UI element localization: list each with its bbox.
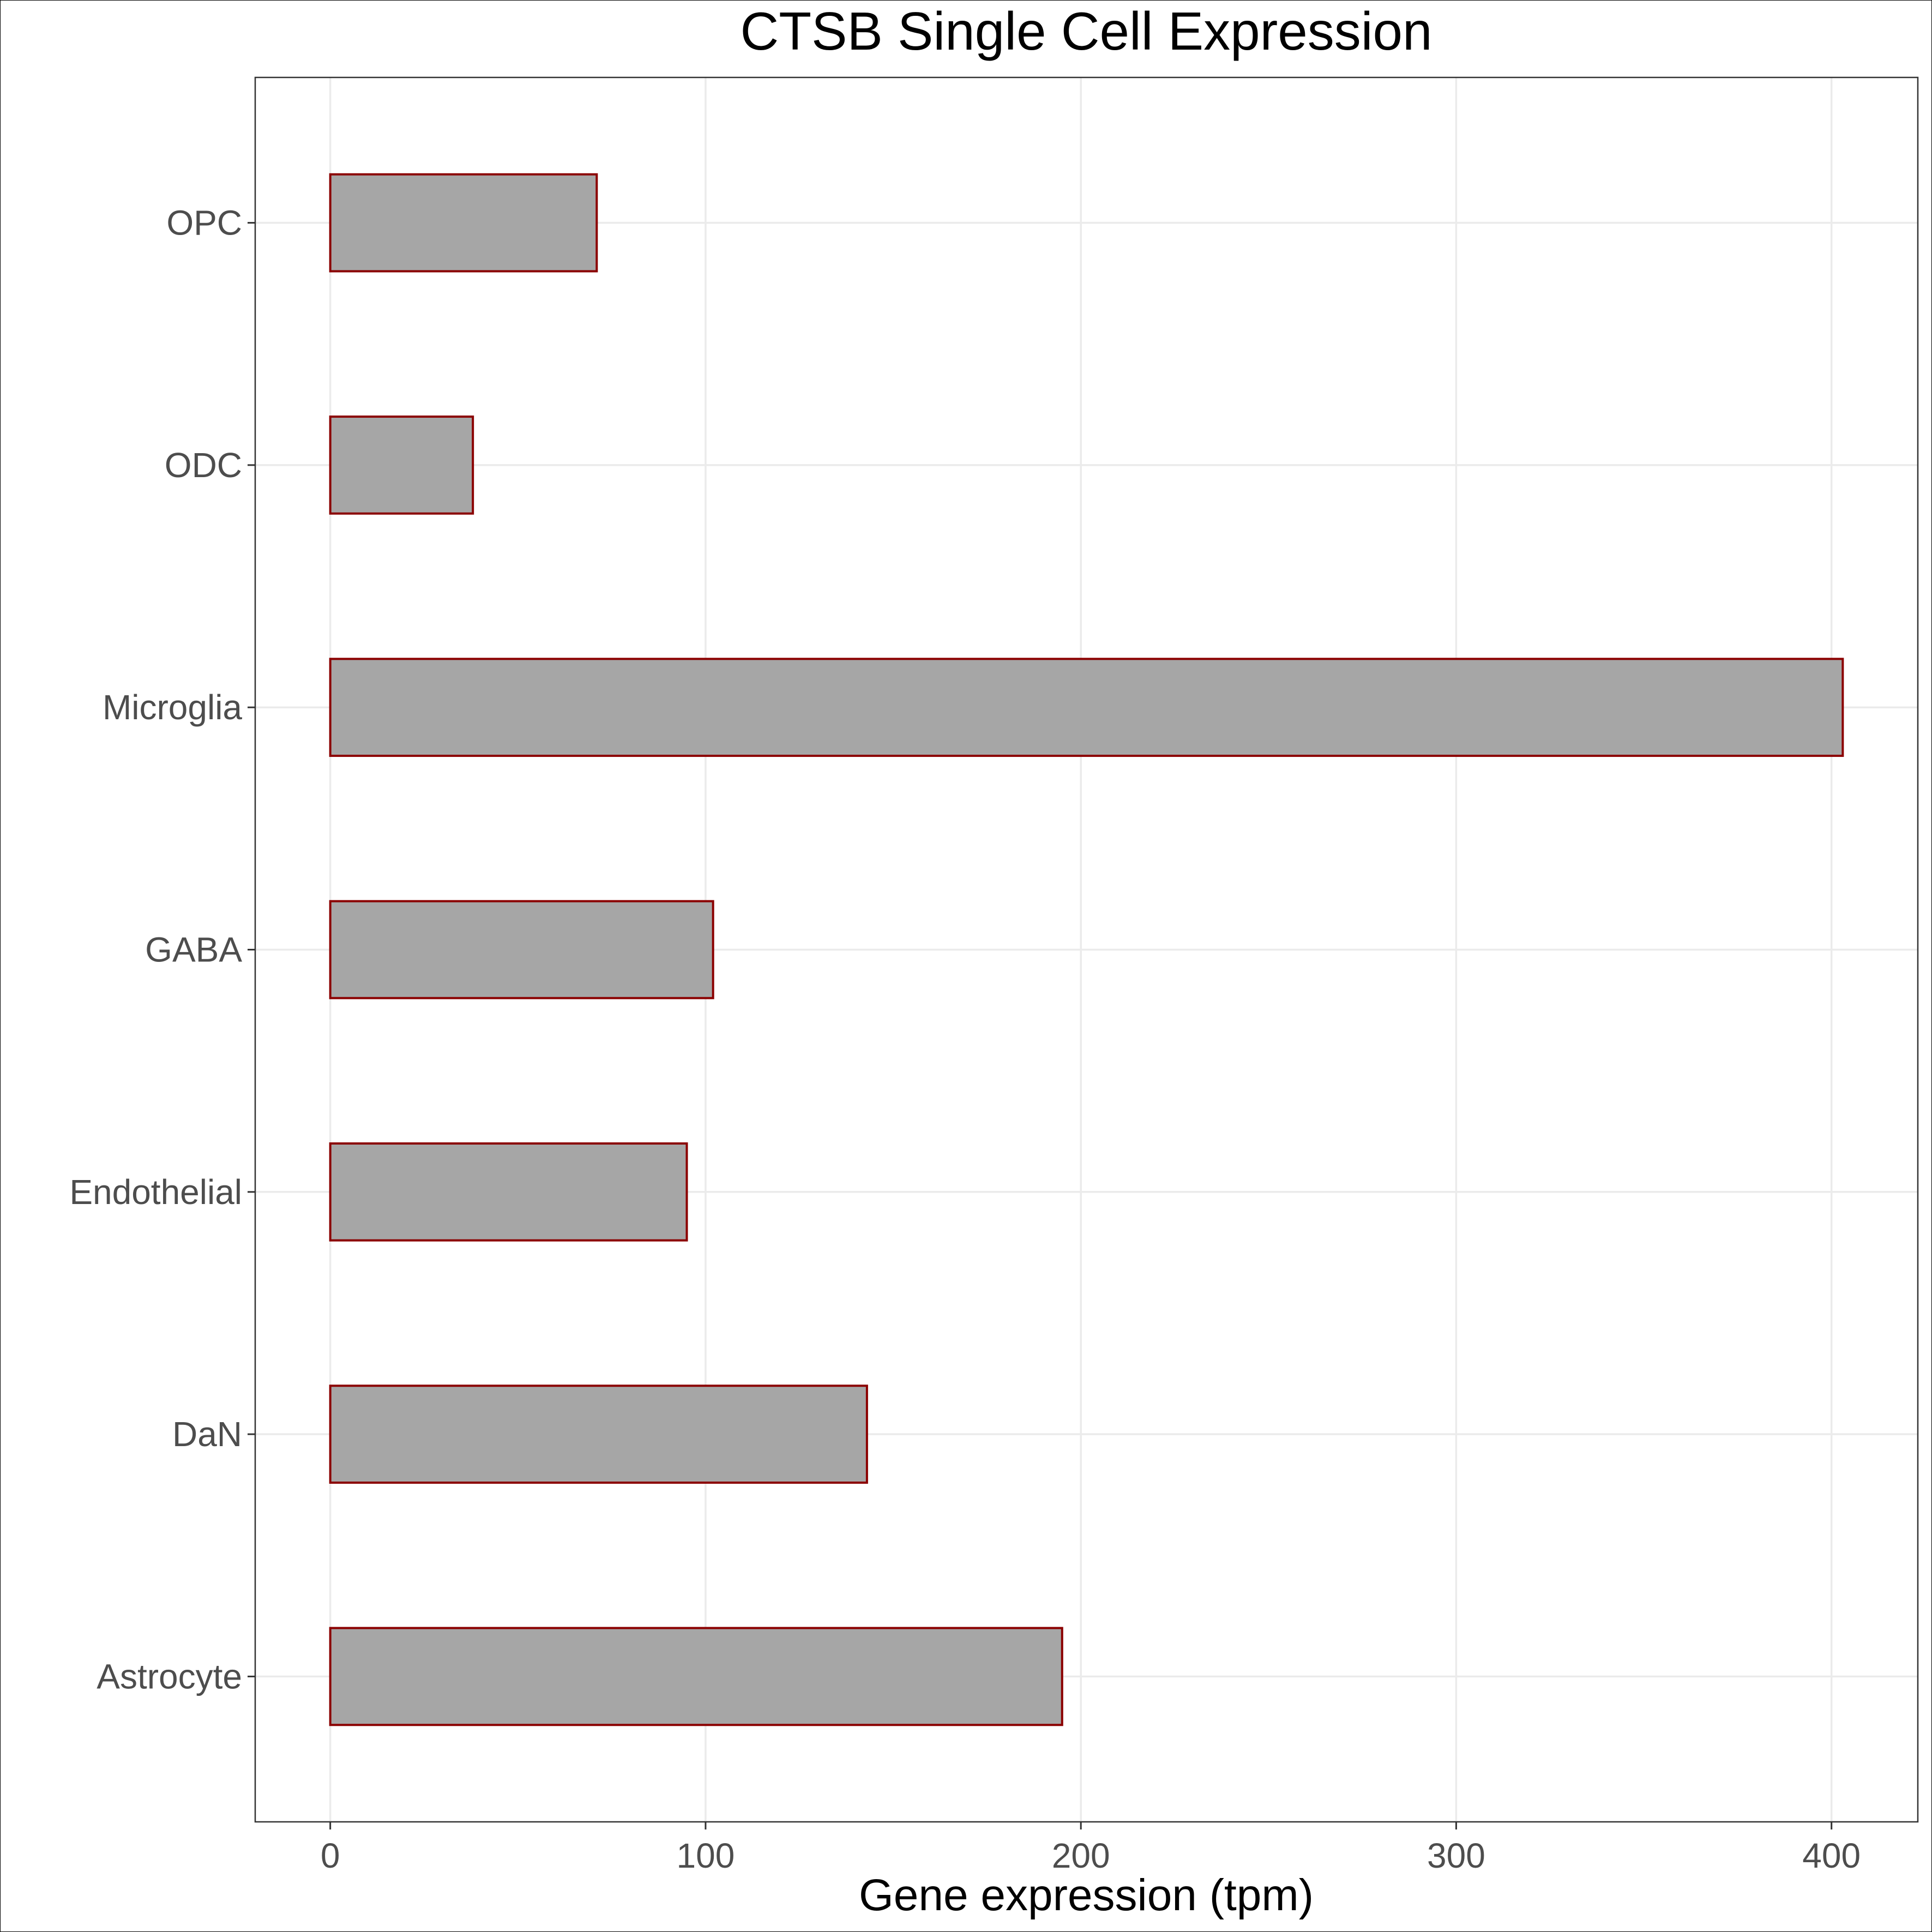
bars <box>329 173 1844 1726</box>
bar-odc <box>329 416 474 515</box>
y-axis-ticks: Astrocyte DaN Endothelial GABA Microglia ODC O… <box>69 203 255 1696</box>
y-tick-label: DaN <box>172 1415 242 1454</box>
y-tick-label: OPC <box>166 203 242 243</box>
chart-title: CTSB Single Cell Expression <box>740 1 1432 61</box>
bar-opc <box>329 173 598 273</box>
y-tick-label: Microglia <box>103 688 242 727</box>
bar-gaba <box>329 900 714 1000</box>
bar-dan <box>329 1385 868 1484</box>
x-tick-label: 300 <box>1427 1836 1485 1875</box>
y-tick-label: Astrocyte <box>97 1657 242 1696</box>
bar-microglia <box>329 658 1844 757</box>
y-tick-label: ODC <box>165 446 242 485</box>
x-axis-ticks: 0 100 200 300 400 <box>321 1822 1861 1875</box>
x-tick-label: 200 <box>1052 1836 1110 1875</box>
x-tick-label: 100 <box>677 1836 735 1875</box>
x-tick-label: 400 <box>1802 1836 1861 1875</box>
bar-astrocyte <box>329 1627 1063 1726</box>
y-tick-label: Endothelial <box>69 1172 242 1212</box>
y-tick-label: GABA <box>145 930 242 970</box>
x-axis-title: Gene expression (tpm) <box>859 1870 1314 1920</box>
bar-endothelial <box>329 1142 688 1242</box>
x-tick-label: 0 <box>321 1836 340 1875</box>
